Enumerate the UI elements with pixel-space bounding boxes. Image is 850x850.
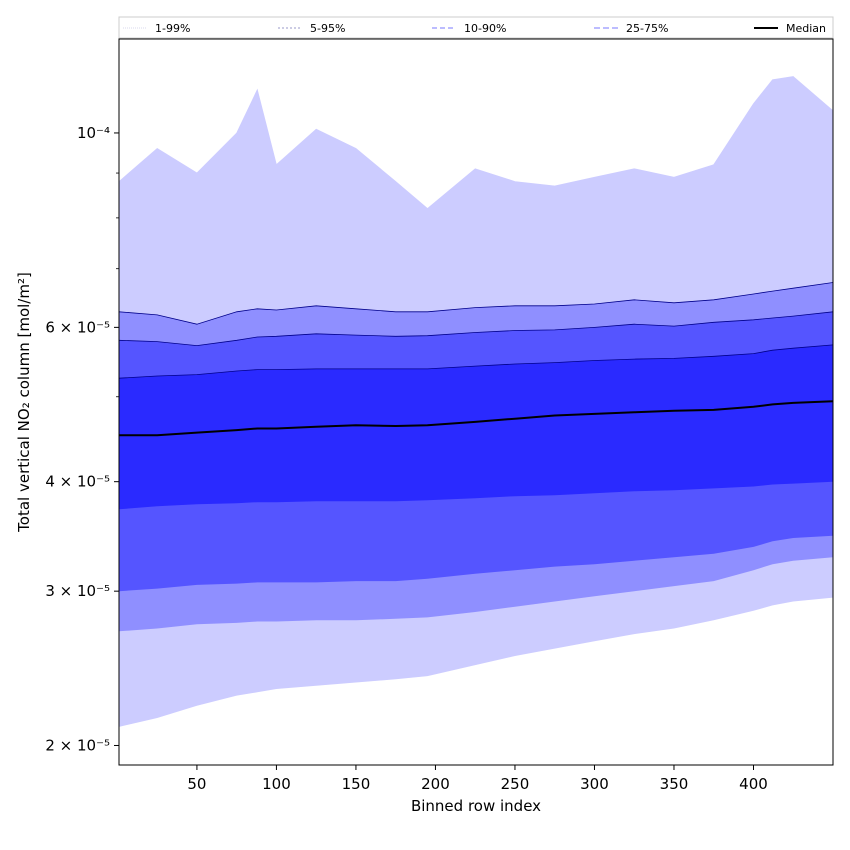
percentile-bands xyxy=(119,76,833,727)
x-tick-label-200: 200 xyxy=(421,775,450,793)
x-tick-label-150: 150 xyxy=(342,775,371,793)
x-tick-label-100: 100 xyxy=(262,775,291,793)
y-tick-label-0: 2 × 10⁻⁵ xyxy=(45,736,110,754)
legend-label-median: Median xyxy=(786,22,826,35)
y-tick-label-4: 10⁻⁴ xyxy=(77,124,110,142)
x-axis-label: Binned row index xyxy=(411,797,541,815)
x-tick-label-50: 50 xyxy=(187,775,206,793)
x-axis: 50 100 150 200 250 300 350 400 xyxy=(187,765,768,793)
legend-box xyxy=(118,16,834,39)
legend-label-25-75: 25-75% xyxy=(626,22,668,35)
y-tick-label-2: 4 × 10⁻⁵ xyxy=(45,473,110,491)
x-tick-label-350: 350 xyxy=(660,775,689,793)
band-10-90-upper-line xyxy=(119,311,833,347)
legend-label-10-90: 10-90% xyxy=(464,22,506,35)
band-5-95-upper-line xyxy=(119,282,833,325)
legend-label-5-95: 5-95% xyxy=(310,22,345,35)
y-axis-label: Total vertical NO₂ column [mol/m²] xyxy=(15,272,33,533)
band-25-75-area xyxy=(119,344,833,510)
legend: 1-99% 5-95% 10-90% 25-75% Median xyxy=(118,16,834,39)
median-line xyxy=(119,400,833,437)
x-tick-label-250: 250 xyxy=(501,775,530,793)
x-tick-label-300: 300 xyxy=(580,775,609,793)
y-axis: 2 × 10⁻⁵ 3 × 10⁻⁵ 4 × 10⁻⁵ 6 × 10⁻⁵ 10⁻⁴ xyxy=(45,124,119,754)
y-tick-label-1: 3 × 10⁻⁵ xyxy=(45,582,110,600)
x-tick-label-400: 400 xyxy=(739,775,768,793)
legend-label-1-99: 1-99% xyxy=(155,22,190,35)
y-tick-label-3: 6 × 10⁻⁵ xyxy=(45,318,110,336)
plot-frame xyxy=(118,38,834,766)
band-25-75-upper-line xyxy=(119,344,833,379)
band-1-99-upper-line xyxy=(119,76,833,210)
median-series xyxy=(119,400,833,437)
